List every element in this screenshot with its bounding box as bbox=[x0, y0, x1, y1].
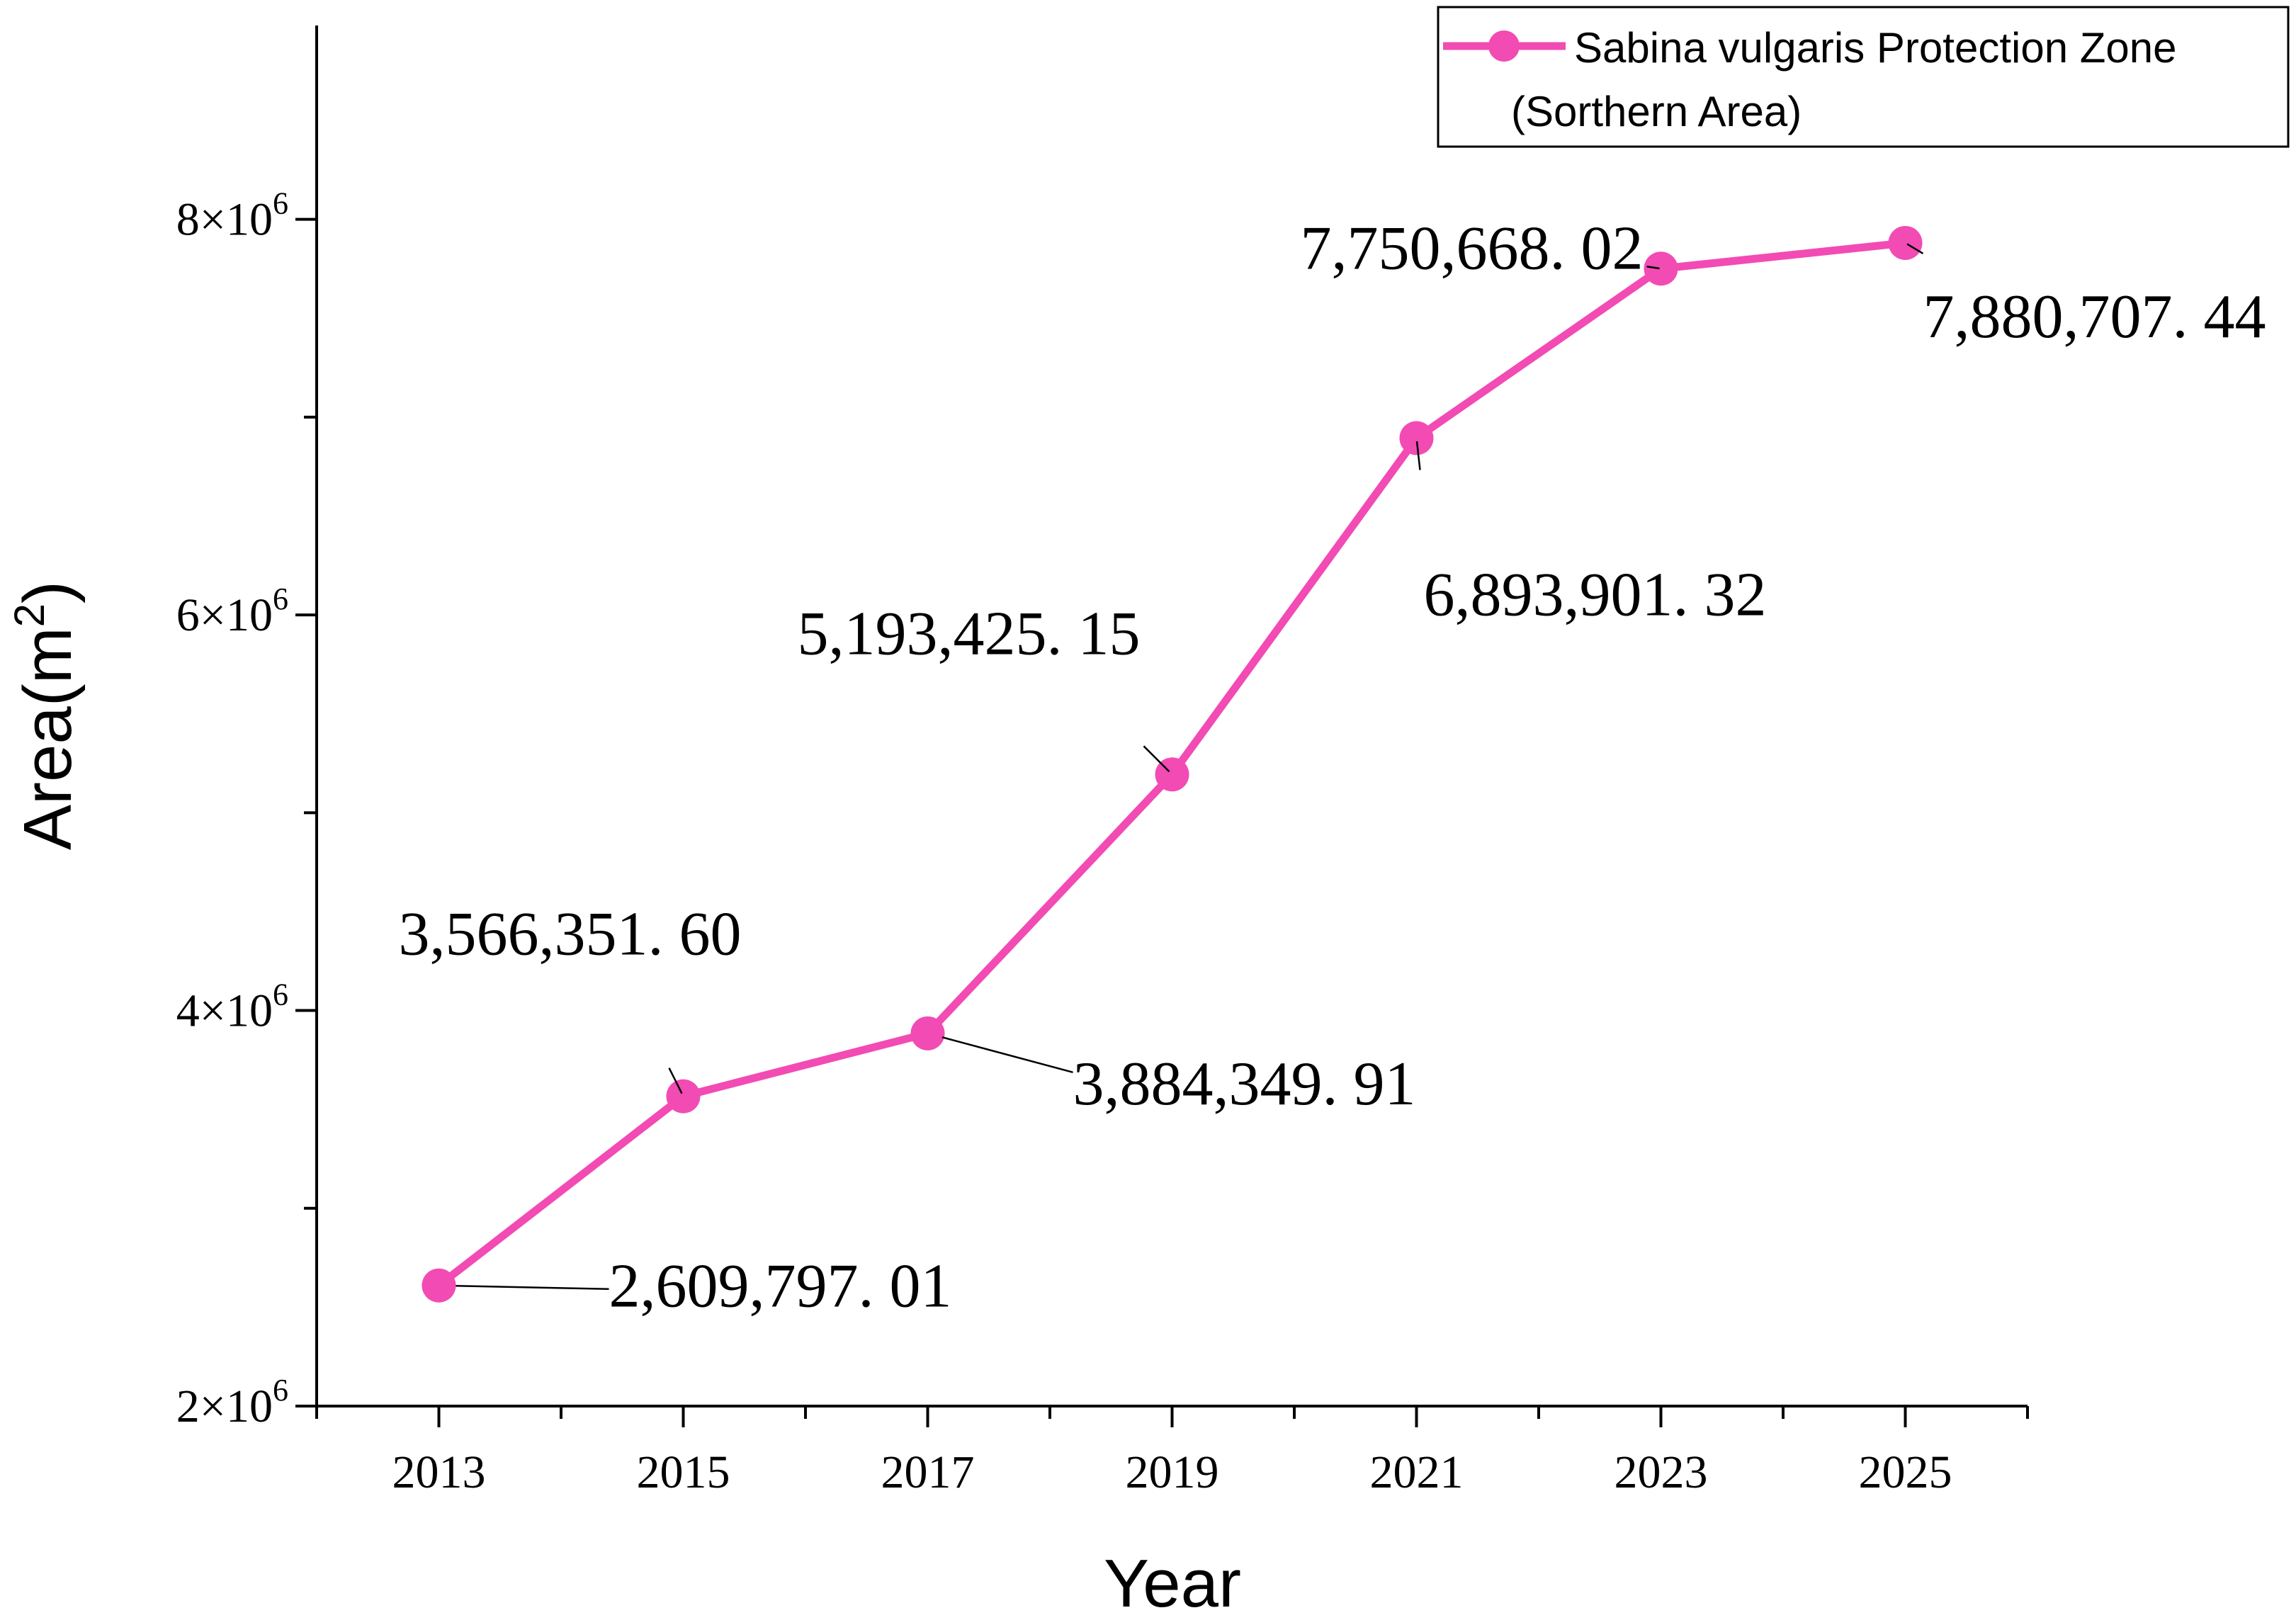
x-tick-label: 2021 bbox=[1370, 1446, 1464, 1498]
y-axis-title: Area(m2) bbox=[6, 581, 86, 850]
data-point bbox=[422, 1268, 456, 1303]
data-label: 7,880,707. 44 bbox=[1923, 283, 2266, 351]
data-label: 2,609,797. 01 bbox=[609, 1252, 952, 1321]
data-label: 5,193,425. 15 bbox=[798, 599, 1141, 668]
data-label: 6,893,901. 32 bbox=[1424, 560, 1767, 629]
x-tick-label: 2017 bbox=[881, 1446, 975, 1498]
x-tick-label: 2023 bbox=[1614, 1446, 1708, 1498]
data-point bbox=[910, 1016, 945, 1050]
data-labels: 2,609,797. 01 3,566,351. 60 3,884,349. 91 5… bbox=[399, 214, 2266, 1320]
data-label: 3,566,351. 60 bbox=[399, 900, 742, 969]
x-axis-title: Year bbox=[1104, 1546, 1241, 1620]
x-tick-label: 2015 bbox=[637, 1446, 730, 1498]
data-label: 7,750,668. 02 bbox=[1301, 214, 1644, 283]
legend: Sabina vulgaris Protection Zone (Sorther… bbox=[1437, 6, 2290, 148]
leader-line bbox=[1646, 266, 1660, 270]
x-tick-label: 2025 bbox=[1859, 1446, 1952, 1498]
legend-marker bbox=[1488, 30, 1520, 62]
leader-line bbox=[456, 1284, 609, 1290]
legend-box bbox=[1437, 6, 2290, 148]
legend-label-line-1: Sabina vulgaris Protection Zone bbox=[1574, 24, 2177, 72]
data-point bbox=[1888, 225, 1923, 260]
data-label: 3,884,349. 91 bbox=[1073, 1050, 1416, 1118]
leader-line bbox=[1906, 243, 1924, 255]
x-tick-label: 2019 bbox=[1126, 1446, 1219, 1498]
x-tick-label: 2013 bbox=[392, 1446, 486, 1498]
y-tick-label: 8×106 bbox=[176, 186, 288, 246]
leader-line bbox=[1415, 441, 1421, 470]
data-point bbox=[1644, 251, 1678, 286]
data-point bbox=[1399, 421, 1434, 455]
axes: 2013 2015 2017 2019 2021 2023 2025 2×106 4×106 6×… bbox=[176, 26, 2029, 1498]
series-layer bbox=[422, 225, 1923, 1303]
leader-line bbox=[1143, 745, 1170, 773]
y-tick-label: 6×106 bbox=[176, 582, 288, 641]
y-tick-label: 4×106 bbox=[176, 978, 288, 1037]
legend-label-line-2: (Sorthern Area) bbox=[1511, 88, 1802, 135]
data-point bbox=[666, 1079, 701, 1114]
leader-line bbox=[941, 1036, 1073, 1074]
y-tick-label: 2×106 bbox=[176, 1373, 288, 1432]
leader-line bbox=[668, 1067, 683, 1094]
